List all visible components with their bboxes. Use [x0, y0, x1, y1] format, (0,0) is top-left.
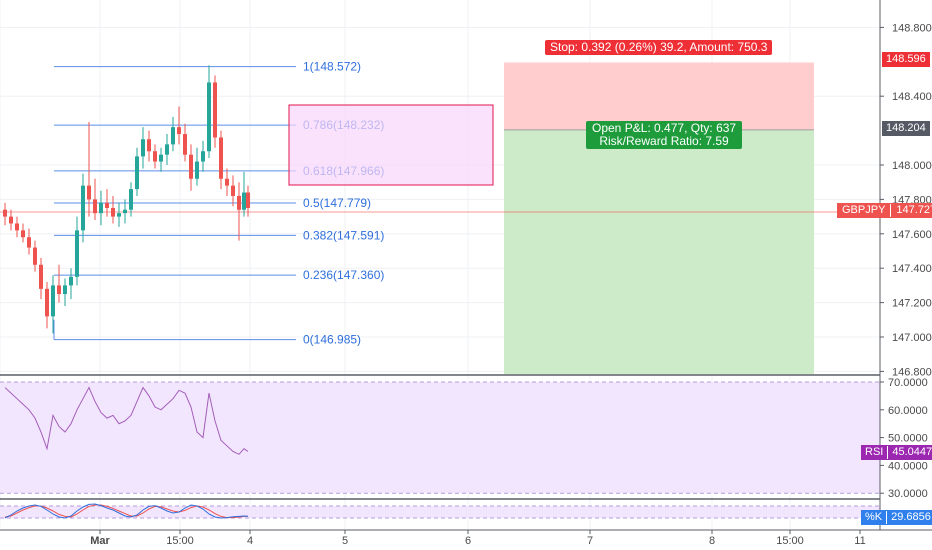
fibonacci-retracement[interactable]: 1(148.572)0.786(148.232)0.618(147.966)0.…	[53, 60, 384, 347]
candle-body[interactable]	[75, 230, 79, 277]
candle-body[interactable]	[93, 199, 97, 214]
rsi-tick-label: 50.0000	[888, 433, 928, 445]
rsi-value: 45.0447	[892, 446, 932, 458]
candle-body[interactable]	[213, 82, 217, 138]
rsi-tick-label: 30.0000	[888, 488, 928, 500]
rsi-tick-label: 40.0000	[888, 460, 928, 472]
time-tick-label: 4	[247, 535, 253, 547]
candle-body[interactable]	[87, 185, 91, 200]
take-profit-zone[interactable]	[504, 129, 814, 374]
candle-body[interactable]	[141, 139, 145, 157]
fib-level-label: 1(148.572)	[303, 60, 361, 74]
stop-price-tag: 148.596	[882, 52, 930, 67]
candle-body[interactable]	[231, 185, 235, 196]
candle-body[interactable]	[69, 276, 73, 286]
rsi-pane[interactable]	[0, 374, 880, 494]
position-zones[interactable]	[504, 62, 814, 374]
candle-body[interactable]	[27, 237, 31, 248]
stoch-label: %K	[861, 511, 888, 524]
stoch-k-line[interactable]	[4, 503, 249, 519]
candle-body[interactable]	[15, 223, 19, 231]
stoch-band	[0, 506, 880, 518]
price-tick-label: 147.600	[892, 229, 932, 241]
candle-body[interactable]	[135, 156, 139, 190]
candle-body[interactable]	[246, 192, 250, 208]
time-tick-label: Mar	[90, 535, 110, 547]
candle-body[interactable]	[39, 264, 43, 289]
candle-body[interactable]	[201, 151, 205, 162]
price-tick-label: 148.000	[892, 160, 932, 172]
candle-body[interactable]	[242, 192, 246, 210]
rsi-line[interactable]	[4, 386, 249, 455]
price-tick-label: 147.200	[892, 298, 932, 310]
risk-reward-text: Risk/Reward Ratio: 7.59	[599, 134, 729, 148]
candle-body[interactable]	[117, 213, 121, 217]
candle-body[interactable]	[159, 154, 163, 162]
candle-body[interactable]	[177, 127, 181, 135]
candle-body[interactable]	[129, 189, 133, 210]
fib-level-label: 0.236(147.360)	[303, 268, 384, 282]
candle-body[interactable]	[237, 195, 241, 210]
candle-body[interactable]	[99, 202, 103, 214]
rsi-label: RSI	[861, 446, 889, 459]
open-pnl-text: Open P&L: 0.477, Qty: 637	[592, 121, 737, 135]
candle-body[interactable]	[45, 288, 49, 317]
candle-body[interactable]	[57, 285, 61, 294]
candle-body[interactable]	[63, 285, 67, 294]
candle-body[interactable]	[225, 178, 229, 186]
candle-body[interactable]	[165, 144, 169, 155]
candle-body[interactable]	[189, 154, 193, 179]
time-tick-label: 8	[709, 535, 715, 547]
candle-body[interactable]	[171, 127, 175, 145]
candle-body[interactable]	[123, 209, 127, 214]
candle-body[interactable]	[33, 247, 37, 265]
candle-body[interactable]	[3, 209, 7, 217]
symbol-price: 147.727	[896, 204, 932, 216]
stop-info-label: Stop: 0.392 (0.26%) 39.2, Amount: 750.3	[545, 40, 773, 55]
rsi-value-tag: RSI 45.0447	[861, 445, 932, 460]
candle-body[interactable]	[153, 151, 157, 162]
highlight-rectangle[interactable]	[288, 104, 494, 186]
price-tick-label: 148.400	[892, 91, 932, 103]
candlestick-series[interactable]	[3, 65, 250, 334]
rsi-tick-label: 60.0000	[888, 405, 928, 417]
fib-level-label: 0.5(147.779)	[303, 196, 371, 210]
candle-body[interactable]	[219, 137, 223, 179]
candle-body[interactable]	[21, 230, 25, 238]
fib-level-label: 0.382(147.591)	[303, 228, 384, 242]
candle-body[interactable]	[9, 216, 13, 224]
price-tick-label: 146.800	[892, 366, 932, 378]
rsi-band	[0, 382, 880, 494]
time-tick-label: 6	[465, 535, 471, 547]
price-tick-label: 147.400	[892, 263, 932, 275]
price-tick-label: 147.000	[892, 332, 932, 344]
fib-level-label: 0(146.985)	[303, 333, 361, 347]
time-tick-label: 11	[854, 535, 865, 547]
pnl-info-label: Open P&L: 0.477, Qty: 637 Risk/Reward Ra…	[586, 121, 743, 149]
time-tick-label: 15:00	[166, 535, 194, 547]
candle-body[interactable]	[207, 82, 211, 152]
rsi-tick-label: 70.0000	[888, 377, 928, 389]
entry-price-tag: 148.204	[882, 121, 930, 136]
stop-loss-zone[interactable]	[504, 62, 814, 130]
candle-body[interactable]	[147, 139, 151, 152]
candle-body[interactable]	[183, 134, 187, 155]
candle-body[interactable]	[105, 202, 109, 208]
time-tick-label: 7	[587, 535, 593, 547]
time-tick-label: 5	[342, 535, 348, 547]
symbol-price-tag: GBPJPY 147.727	[837, 203, 932, 218]
symbol-name: GBPJPY	[837, 204, 892, 217]
candle-body[interactable]	[111, 208, 115, 217]
candle-body[interactable]	[51, 285, 55, 317]
candle-body[interactable]	[195, 161, 199, 179]
stochastic-pane[interactable]	[0, 498, 880, 519]
stoch-value-tag: %K 29.6856	[861, 510, 932, 525]
stoch-value: 29.6856	[891, 511, 931, 523]
price-tick-label: 148.800	[892, 22, 932, 34]
time-tick-label: 15:00	[776, 535, 804, 547]
candle-body[interactable]	[81, 185, 85, 231]
stoch-d-line[interactable]	[4, 504, 249, 519]
